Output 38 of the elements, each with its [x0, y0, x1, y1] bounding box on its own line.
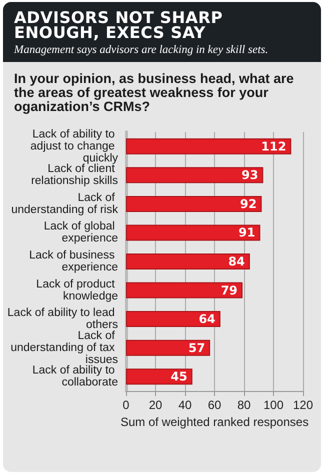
data-label: 112 [261, 139, 286, 154]
x-tick-label: 80 [237, 398, 251, 412]
y-tick-label: Lack of ability to lead others [7, 307, 118, 332]
data-label: 93 [241, 168, 258, 182]
bar [126, 311, 220, 328]
data-label: 57 [188, 340, 206, 355]
bar [126, 368, 192, 385]
y-tick-label: Lack of ability to adjust to change quickly [30, 128, 118, 164]
bar [126, 167, 264, 184]
y-tick-label: Lack of client relationship skills [31, 163, 118, 188]
bar [126, 340, 210, 356]
y-tick-label: Lack of global experience [44, 220, 118, 245]
x-tick-label: 60 [208, 398, 222, 412]
y-tick-label: Lack of understanding of risk [11, 192, 118, 216]
data-label: 64 [198, 312, 216, 326]
y-tick-label: Lack of understanding of tax issues [10, 330, 118, 366]
x-tick-label: 100 [263, 398, 284, 412]
x-axis-title: Sum of weighted ranked responses [120, 414, 309, 429]
bar [126, 282, 243, 298]
y-tick-label: Lack of product knowledge [36, 278, 118, 302]
x-tick-label: 0 [122, 398, 130, 412]
data-label: 45 [170, 370, 188, 384]
x-tick-label: 40 [178, 398, 192, 412]
text: In your opinion, as business head, what are the areas of greatest weakness for your oganization’s CRMs? [13, 70, 295, 114]
bar [126, 254, 250, 270]
x-tick-label: 20 [148, 398, 162, 412]
y-tick-label: Lack of business experience [29, 250, 118, 274]
data-label: 84 [228, 254, 245, 268]
bar [126, 196, 262, 212]
data-label: 91 [238, 226, 256, 240]
y-tick-label: Lack of ability to collaborate [32, 364, 118, 389]
chart-title: ADVISORS NOT SHARP ENOUGH, EXECS SAY [14, 8, 224, 42]
bar [126, 138, 292, 154]
data-label: 92 [240, 196, 257, 211]
x-tick-label: 120 [292, 398, 314, 412]
data-label: 79 [220, 283, 238, 298]
chart-subtitle: Management says advisors are lacking in key skill sets. [14, 44, 270, 56]
bar [126, 224, 260, 241]
